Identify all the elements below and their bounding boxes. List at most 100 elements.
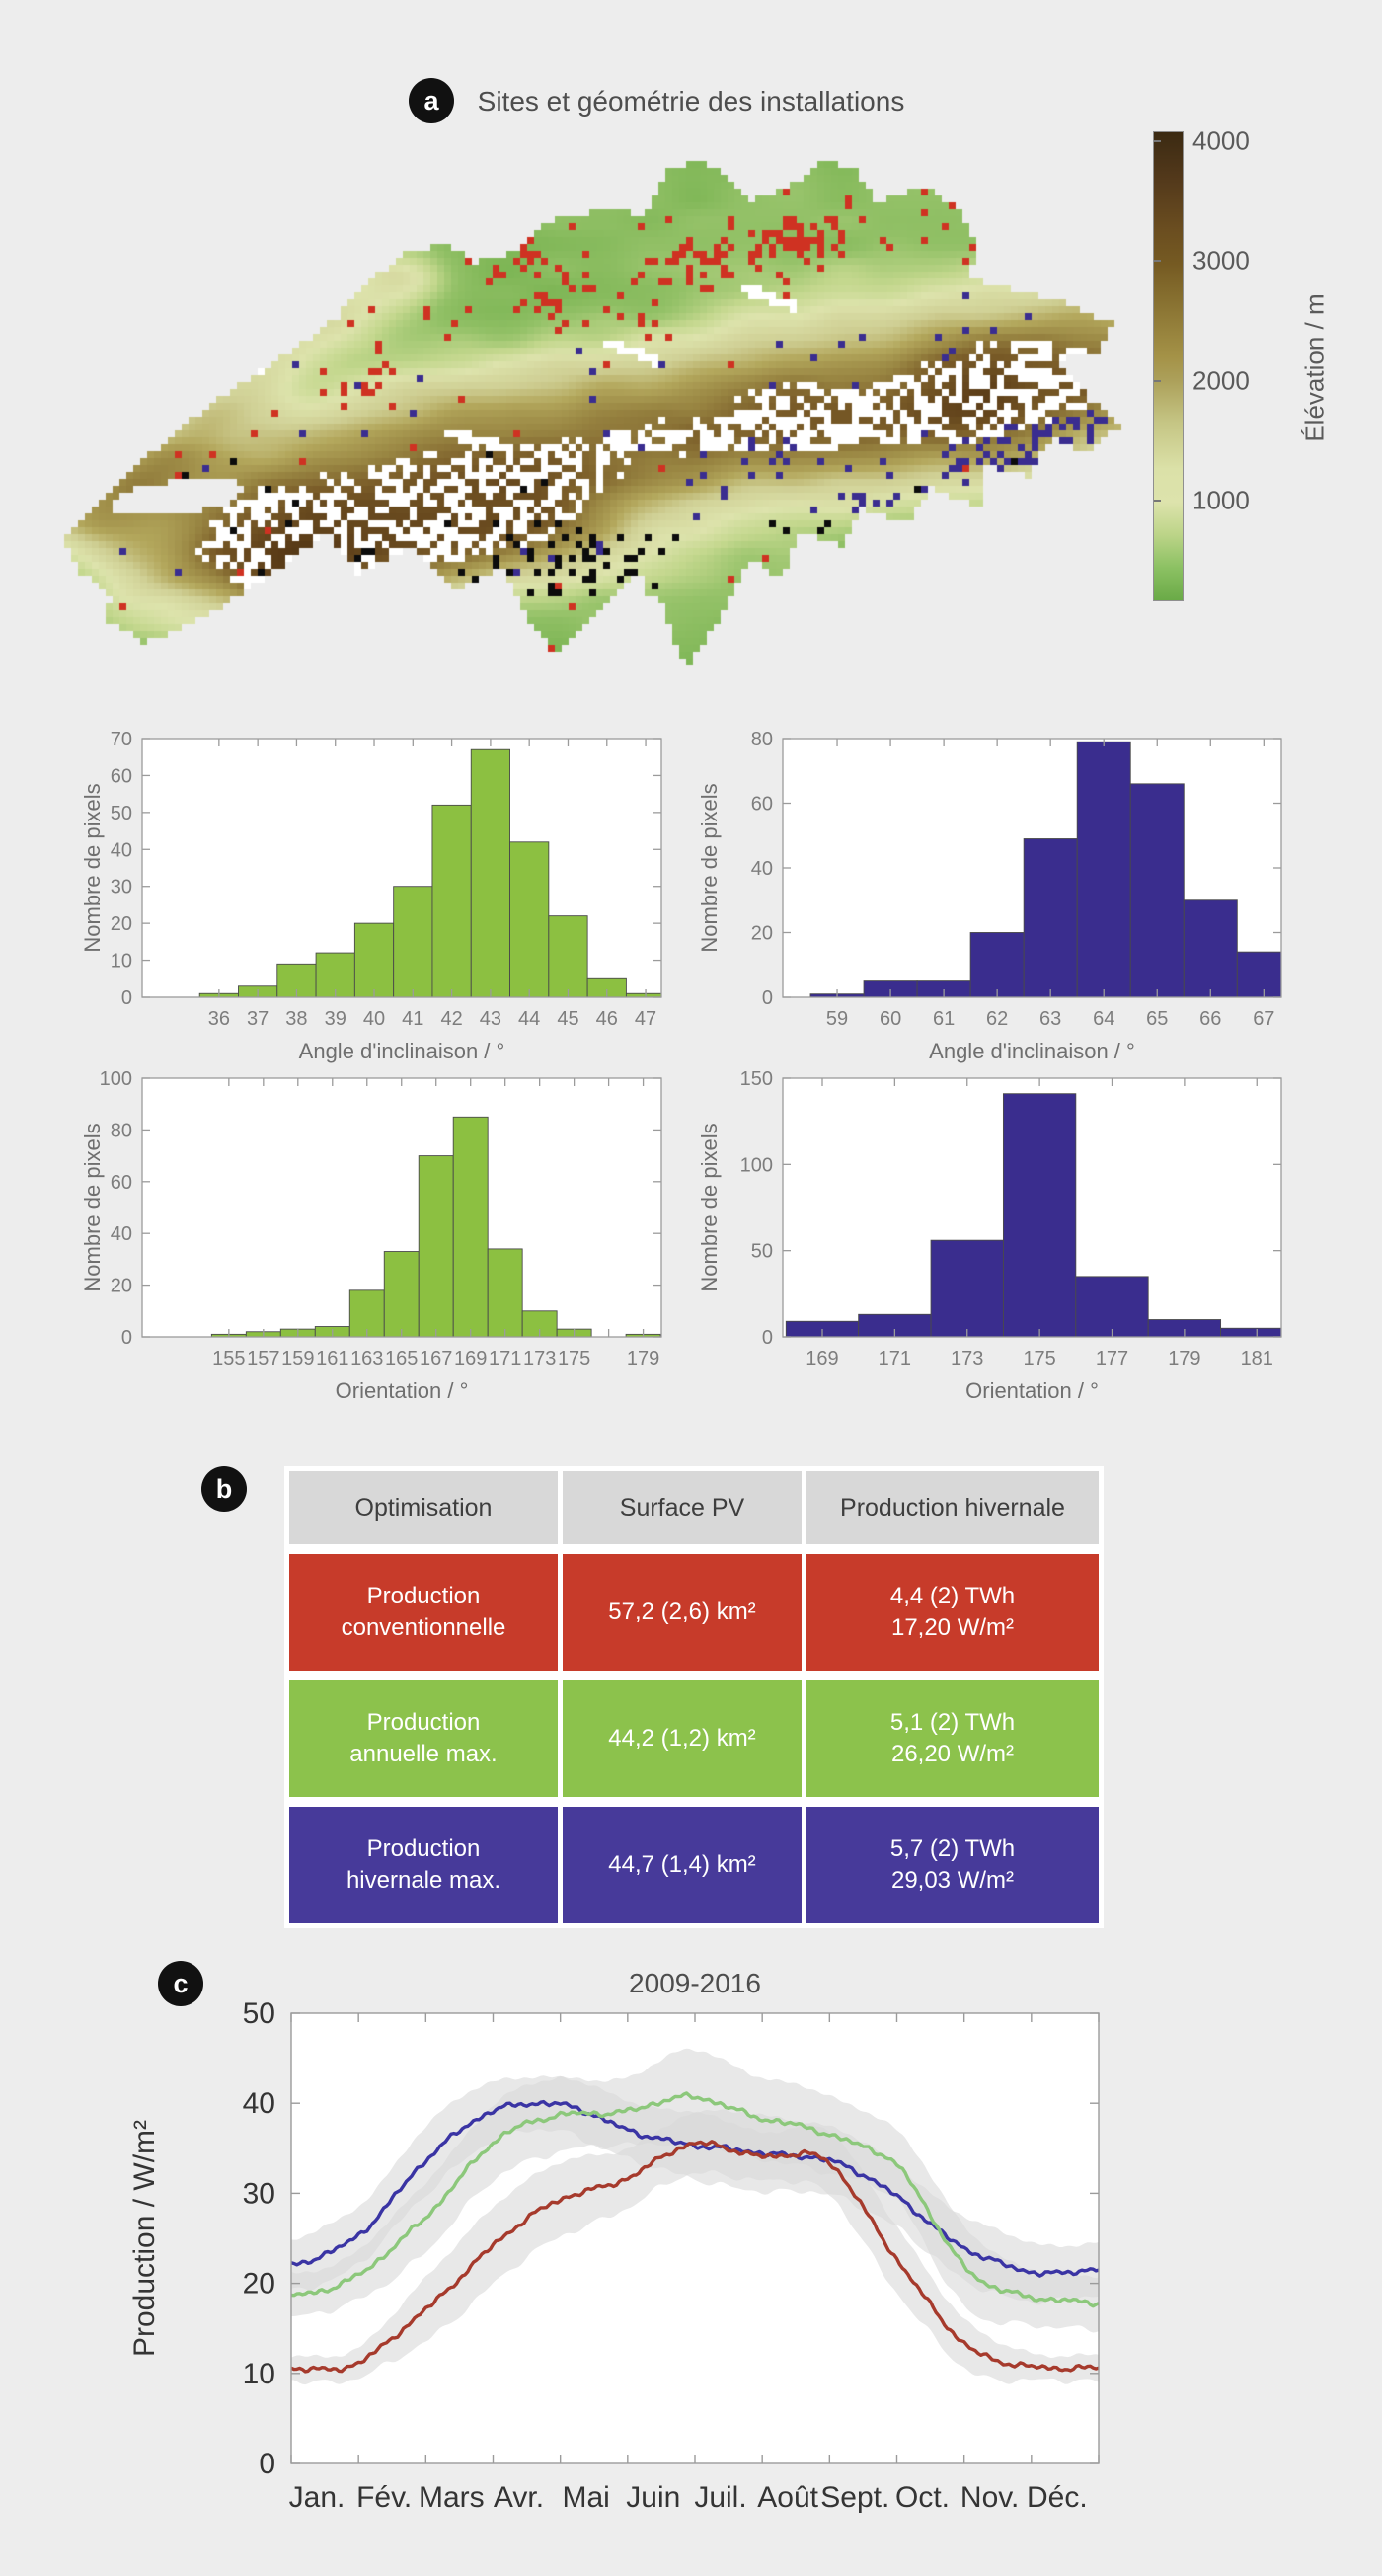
switzerland-elevation-map [30, 126, 1128, 672]
svg-text:65: 65 [1146, 1008, 1168, 1030]
svg-text:Angle d'inclinaison / °: Angle d'inclinaison / ° [929, 1039, 1135, 1063]
svg-text:Angle d'inclinaison / °: Angle d'inclinaison / ° [299, 1039, 505, 1063]
svg-text:80: 80 [751, 729, 773, 750]
svg-text:20: 20 [243, 2268, 275, 2301]
panel-a-badge: a [409, 78, 454, 123]
svg-text:Juil.: Juil. [694, 2481, 746, 2514]
svg-text:163: 163 [350, 1348, 383, 1369]
svg-text:20: 20 [111, 913, 132, 935]
table-cell-row3-surface: 44,7 (1,4) km² [563, 1807, 802, 1923]
svg-text:20: 20 [111, 1276, 132, 1297]
svg-text:36: 36 [208, 1008, 230, 1030]
svg-text:66: 66 [1199, 1008, 1221, 1030]
monthly-production-chart: 2009-2016 0 10 20 30 40 50 Jan. Fév. Mars Avr. Mai J… [128, 1968, 1100, 2514]
svg-text:Nombre de pixels: Nombre de pixels [697, 1123, 722, 1291]
table-header-surface: Surface PV [563, 1471, 802, 1544]
svg-text:60: 60 [111, 1172, 132, 1194]
histogram-orientation-winter: 169 171 173 175 177 179 181 0 50 100 150 Orientatio… [697, 1068, 1282, 1403]
svg-text:40: 40 [751, 858, 773, 880]
svg-text:Fév.: Fév. [356, 2481, 412, 2514]
svg-text:Déc.: Déc. [1027, 2481, 1088, 2514]
svg-text:50: 50 [751, 1241, 773, 1263]
svg-text:169: 169 [454, 1348, 487, 1369]
panel-b-badge-letter: b [215, 1473, 233, 1504]
colorbar-tick-4000: 4000 [1192, 125, 1250, 156]
table-cell-row3-production: 5,7 (2) TWh 29,03 W/m² [806, 1807, 1099, 1923]
svg-text:80: 80 [111, 1120, 132, 1141]
svg-text:100: 100 [740, 1154, 773, 1176]
svg-text:167: 167 [420, 1348, 452, 1369]
histogram-tilt-annual: 36 37 38 39 40 41 42 43 44 45 46 47 0 10 20 30 40 50 60 70 A… [80, 729, 662, 1063]
svg-text:37: 37 [247, 1008, 269, 1030]
histogram-orientation-annual: 155 157 159 161 163 165 167 169 171 173 175 179 0 20 4… [80, 1068, 662, 1403]
svg-text:Mars: Mars [419, 2481, 485, 2514]
svg-text:177: 177 [1096, 1348, 1128, 1369]
svg-text:Sept.: Sept. [820, 2481, 889, 2514]
table-header-optimisation: Optimisation [289, 1471, 558, 1544]
svg-text:61: 61 [933, 1008, 955, 1030]
svg-text:63: 63 [1039, 1008, 1061, 1030]
svg-text:20: 20 [751, 923, 773, 945]
svg-text:60: 60 [751, 794, 773, 816]
svg-text:169: 169 [806, 1348, 838, 1369]
svg-text:173: 173 [951, 1348, 983, 1369]
svg-text:Nombre de pixels: Nombre de pixels [80, 783, 105, 952]
colorbar-tickmark [1154, 380, 1161, 382]
svg-text:Orientation / °: Orientation / ° [336, 1378, 469, 1403]
table-header-production: Production hivernale [806, 1471, 1099, 1544]
colorbar-tick-2000: 2000 [1192, 365, 1250, 396]
elevation-colorbar [1153, 131, 1184, 601]
panel-b-badge: b [201, 1466, 247, 1512]
svg-text:155: 155 [212, 1348, 245, 1369]
svg-text:Nov.: Nov. [960, 2481, 1019, 2514]
svg-text:0: 0 [762, 987, 773, 1009]
svg-text:Oct.: Oct. [895, 2481, 950, 2514]
svg-text:30: 30 [111, 877, 132, 898]
svg-text:43: 43 [480, 1008, 501, 1030]
svg-text:165: 165 [385, 1348, 418, 1369]
svg-text:40: 40 [243, 2087, 275, 2120]
svg-text:46: 46 [596, 1008, 618, 1030]
svg-text:171: 171 [489, 1348, 521, 1369]
svg-text:70: 70 [111, 729, 132, 750]
table-cell-row1-optimisation: Production conventionnelle [289, 1554, 558, 1671]
colorbar-axis-label: Élévation / m [1299, 293, 1330, 442]
svg-text:59: 59 [826, 1008, 848, 1030]
colorbar-tickmark [1154, 140, 1161, 142]
svg-text:173: 173 [523, 1348, 556, 1369]
svg-text:42: 42 [440, 1008, 462, 1030]
svg-text:45: 45 [557, 1008, 578, 1030]
svg-text:0: 0 [121, 1327, 132, 1349]
svg-text:60: 60 [880, 1008, 901, 1030]
svg-text:39: 39 [325, 1008, 346, 1030]
table-cell-row2-production: 5,1 (2) TWh 26,20 W/m² [806, 1680, 1099, 1797]
svg-text:40: 40 [111, 839, 132, 861]
svg-text:2009-2016: 2009-2016 [629, 1968, 761, 1998]
colorbar-tickmark [1154, 260, 1161, 262]
svg-text:38: 38 [285, 1008, 307, 1030]
table-cell-row2-optimisation: Production annuelle max. [289, 1680, 558, 1797]
svg-text:Juin: Juin [626, 2481, 680, 2514]
svg-text:Août: Août [757, 2481, 818, 2514]
svg-text:64: 64 [1093, 1008, 1114, 1030]
svg-text:41: 41 [402, 1008, 423, 1030]
svg-text:171: 171 [879, 1348, 911, 1369]
colorbar-tick-3000: 3000 [1192, 245, 1250, 275]
svg-text:67: 67 [1253, 1008, 1274, 1030]
svg-text:Nombre de pixels: Nombre de pixels [80, 1123, 105, 1291]
svg-text:175: 175 [1023, 1348, 1055, 1369]
svg-text:60: 60 [111, 765, 132, 787]
svg-text:62: 62 [986, 1008, 1008, 1030]
svg-text:0: 0 [762, 1327, 773, 1349]
svg-text:0: 0 [259, 2448, 275, 2480]
svg-text:Production / W/m²: Production / W/m² [128, 2120, 161, 2357]
svg-text:157: 157 [247, 1348, 279, 1369]
svg-text:179: 179 [1168, 1348, 1200, 1369]
panel-c-badge-letter: c [173, 1968, 189, 1998]
svg-text:10: 10 [111, 951, 132, 973]
colorbar-tickmark [1154, 500, 1161, 502]
svg-text:Avr.: Avr. [494, 2481, 544, 2514]
svg-text:Mai: Mai [562, 2481, 609, 2514]
svg-text:Jan.: Jan. [289, 2481, 346, 2514]
